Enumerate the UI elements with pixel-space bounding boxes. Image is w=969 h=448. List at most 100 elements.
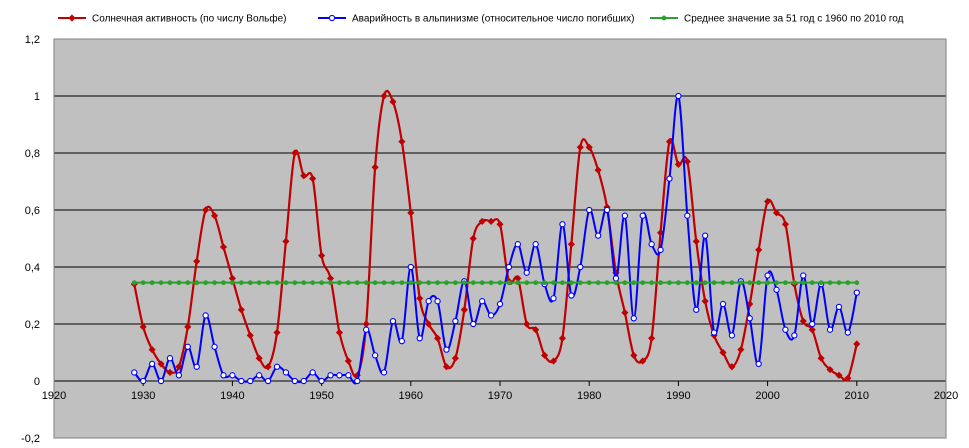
point-solar [737,346,745,354]
point-solar [844,374,852,382]
point-accidents [648,241,655,248]
legend-marker [68,14,76,22]
point-solar [193,257,201,265]
point-solar [639,357,647,365]
point-mean [577,280,583,286]
legend-label: Солнечная активность (по числу Вольфе) [92,13,287,25]
point-solar [335,328,344,337]
point-accidents [630,315,637,322]
point-mean [604,280,610,286]
point-accidents [728,332,736,339]
point-mean [479,280,485,286]
point-accidents [229,372,236,379]
series-2 [131,280,860,286]
point-solar [264,363,272,371]
point-accidents [140,377,147,385]
y-tick-label: 1 [34,91,40,103]
point-accidents [594,232,602,239]
y-tick-label: 0,2 [25,319,40,331]
point-mean [221,280,226,286]
point-mean [827,280,833,286]
point-solar [291,149,299,157]
point-mean [140,280,146,286]
point-accidents [479,298,486,305]
point-accidents [443,346,450,353]
point-accidents [577,263,584,271]
point-mean [194,280,200,286]
point-solar [523,320,531,328]
point-solar [621,309,629,317]
point-mean [203,280,209,286]
x-tick-label: 1970 [488,390,512,402]
point-mean [497,280,503,286]
point-accidents [710,329,718,336]
x-tick-label: 2010 [845,390,869,402]
point-mean [354,280,360,286]
point-solar [541,351,549,359]
point-accidents [327,372,334,379]
point-mean [613,280,619,286]
point-accidents [345,372,352,379]
y-tick-label: -0,2 [21,433,40,445]
point-mean [167,280,173,286]
point-solar [157,360,165,368]
point-mean [515,280,521,286]
point-mean [809,280,815,286]
point-solar [799,317,807,325]
point-solar [835,371,843,379]
point-mean [399,280,405,286]
point-accidents [398,337,406,345]
point-mean [791,280,797,286]
point-mean [658,280,664,286]
point-mean [238,280,244,286]
point-accidents [586,206,593,214]
point-mean [372,280,378,286]
point-accidents [363,326,370,333]
point-solar [683,157,691,166]
point-accidents [211,343,218,350]
series-1 [131,92,860,385]
point-accidents [291,377,298,385]
point-solar [148,346,156,354]
point-accidents [612,275,620,282]
point-mean [675,280,681,286]
point-mean [176,280,182,286]
point-accidents [800,272,807,279]
point-mean [435,280,441,286]
point-accidents [693,306,700,313]
y-tick-label: 0,6 [25,205,40,217]
point-mean [854,280,860,286]
point-solar [416,294,424,302]
y-tick-label: 0,4 [25,262,40,274]
point-solar [139,323,147,331]
point-mean [765,280,771,286]
point-mean [158,280,164,286]
legend-item-0: Солнечная активность (по числу Вольфе) [58,13,287,25]
point-accidents [675,92,682,100]
point-mean [667,280,672,286]
point-mean [229,280,235,286]
point-mean [390,280,396,286]
point-accidents [238,377,245,385]
point-solar [389,98,397,106]
point-solar [764,197,772,206]
point-accidents [354,377,361,385]
point-mean [729,280,735,286]
point-mean [524,280,530,286]
point-accidents [514,241,521,248]
legend-item-1: Аварийность в альпинизме (относительное … [318,13,634,25]
point-mean [533,280,539,286]
point-accidents [773,286,780,293]
point-accidents [389,317,397,325]
point-accidents [559,221,566,228]
point-mean [649,280,655,286]
point-mean [595,280,601,286]
point-solar [692,237,700,245]
point-solar [175,363,183,371]
point-mean [800,280,806,286]
point-accidents [407,263,414,271]
point-mean [345,280,351,286]
point-mean [845,280,851,286]
point-accidents [853,289,860,296]
point-accidents [184,343,191,350]
